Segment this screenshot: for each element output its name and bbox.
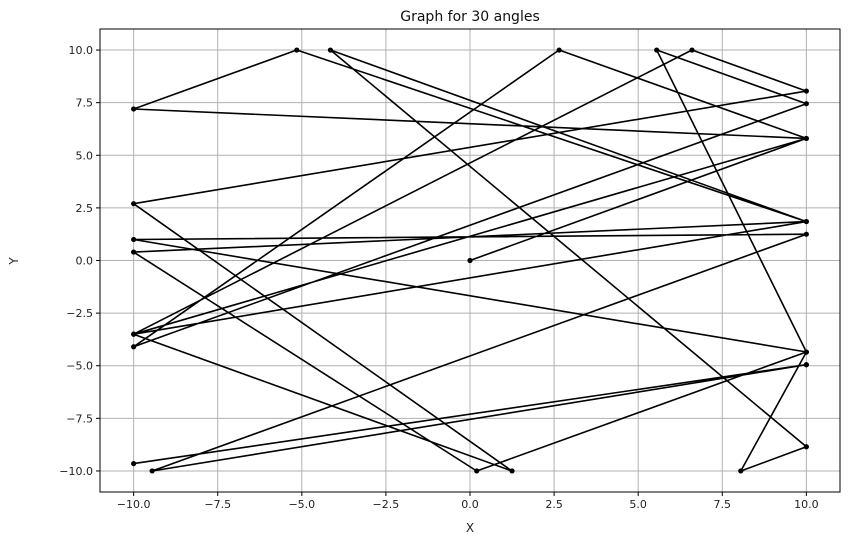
y-tick-label: −2.5 [66,307,93,320]
x-tick-label: −2.5 [373,498,400,511]
x-tick-label: 0.0 [461,498,479,511]
data-point [803,135,809,142]
data-point [803,88,809,94]
y-axis-ticks: 10.0 7.5 5.0 2.5 0.0 −2.5 −5.0 −7.5 −10.0 [59,44,100,478]
data-point [131,106,137,112]
series-line [132,49,808,472]
x-tick-label: 7.5 [714,498,732,511]
x-axis-ticks: −10.0 −7.5 −5.0 −2.5 0.0 2.5 5.0 7.5 10.0 [117,492,819,511]
data-point [803,101,809,107]
y-tick-label: −7.5 [66,412,93,425]
data-point [654,47,660,53]
data-point [327,47,334,53]
data-point [131,201,137,207]
data-point [294,47,300,53]
y-tick-label: −5.0 [66,360,93,373]
x-tick-label: 10.0 [794,498,819,511]
data-point [131,249,137,255]
data-point [509,468,515,474]
y-axis-label: Y [7,257,21,266]
x-tick-label: −5.0 [288,498,315,511]
data-point [689,47,695,53]
y-tick-label: 0.0 [76,255,94,268]
data-point [803,349,809,355]
data-point [131,344,137,350]
data-point [556,47,562,53]
data-point [149,468,155,474]
data-point [803,362,809,368]
y-tick-label: 7.5 [76,97,94,110]
data-point [803,231,809,237]
y-tick-label: 5.0 [76,149,94,162]
y-tick-label: −10.0 [59,465,93,478]
x-tick-label: 5.0 [629,498,647,511]
data-point [131,236,137,243]
data-point [803,218,809,225]
y-tick-label: 2.5 [76,202,94,215]
data-point [474,468,480,474]
data-point [738,468,744,474]
x-axis-label: X [466,521,474,535]
x-tick-label: −7.5 [204,498,231,511]
data-point [131,331,137,337]
y-tick-label: 10.0 [69,44,94,57]
chart-title: Graph for 30 angles [400,9,540,25]
data-point [131,460,137,467]
x-tick-label: 2.5 [545,498,563,511]
x-tick-label: −10.0 [117,498,151,511]
data-point [803,444,809,450]
data-point [467,257,473,264]
series-layer [131,47,809,474]
